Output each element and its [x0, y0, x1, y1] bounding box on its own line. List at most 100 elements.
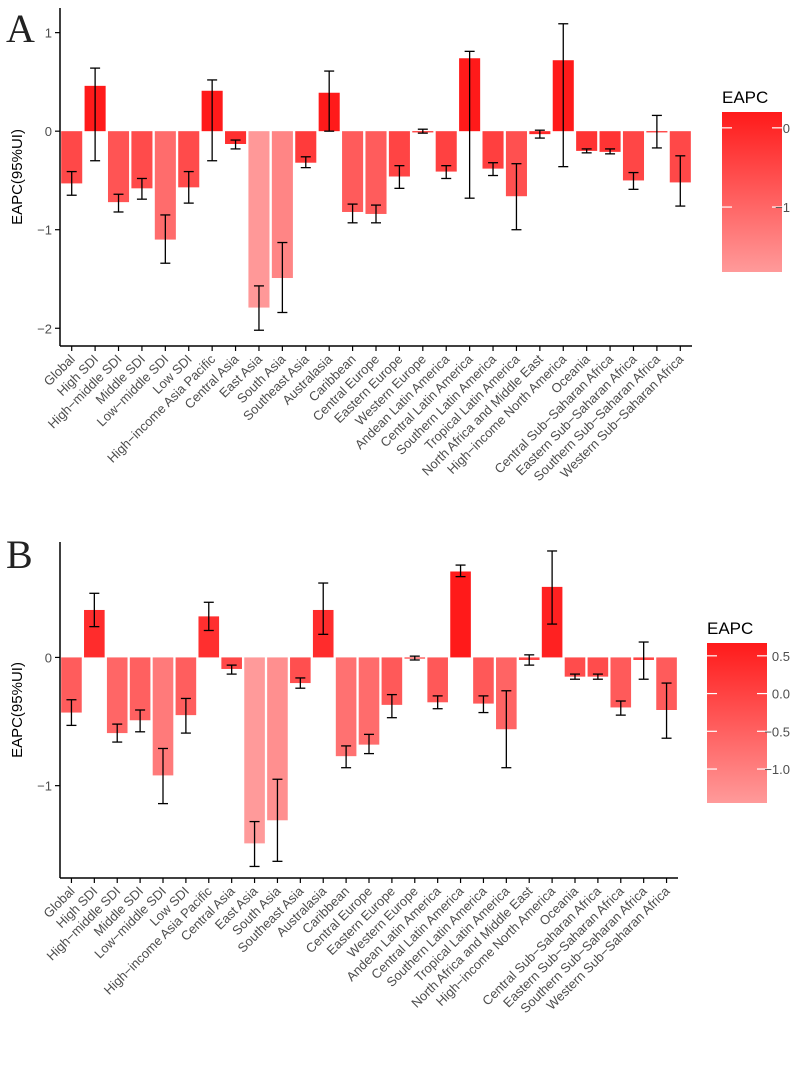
legend-title: EAPC [722, 88, 768, 107]
bar [358, 657, 380, 745]
bar [381, 657, 403, 705]
error-bar [386, 693, 397, 719]
error-bar [394, 165, 405, 189]
error-bar [432, 695, 443, 710]
error-bar [675, 155, 686, 207]
error-bar [113, 193, 124, 213]
error-bar [249, 820, 260, 868]
error-bar [651, 114, 662, 149]
bar [295, 131, 317, 163]
error-bar [511, 163, 522, 231]
y-axis-title: EAPC(95%UI) [9, 662, 26, 758]
error-bar [547, 550, 558, 625]
bar [342, 131, 364, 212]
error-bar [341, 745, 352, 769]
error-bar [66, 170, 77, 196]
bar [198, 616, 220, 658]
error-bar [160, 214, 171, 264]
legend-colorbar [707, 643, 767, 803]
panel-letter: A [6, 6, 35, 51]
error-bar [300, 156, 311, 169]
bar [221, 657, 242, 669]
bar [61, 657, 82, 713]
y-axis-title: EAPC(95%UI) [9, 129, 26, 225]
error-bar [592, 673, 603, 680]
error-bar [455, 564, 466, 578]
error-bar [183, 170, 194, 204]
error-bar [295, 677, 306, 689]
legend-tick-label: −1.0 [764, 762, 790, 777]
bar [576, 131, 598, 151]
bar [61, 131, 83, 184]
bar [129, 657, 151, 721]
error-bar [478, 695, 489, 714]
error-bar [581, 148, 592, 154]
error-bar [207, 79, 218, 162]
error-bar [318, 582, 329, 635]
error-bar [158, 747, 168, 805]
error-bar [558, 23, 569, 168]
legend-title: EAPC [707, 619, 753, 638]
error-bar [488, 162, 499, 177]
error-bar [230, 139, 241, 150]
error-bar [112, 723, 123, 743]
legend-tick-label: 0.0 [772, 687, 790, 702]
error-bar [66, 699, 77, 727]
bar [225, 131, 247, 144]
legend-tick-label: 0.5 [772, 649, 790, 664]
error-bar [135, 709, 146, 733]
error-bar [253, 285, 264, 331]
bar [473, 657, 494, 704]
bar [587, 657, 609, 677]
error-bar [661, 682, 672, 739]
bar [564, 657, 586, 677]
error-bar [89, 592, 100, 628]
error-bar [441, 165, 452, 180]
bar [610, 657, 632, 708]
error-bar [409, 655, 420, 661]
y-tick-label: 1 [45, 26, 52, 41]
bar [244, 657, 265, 844]
legend-tick-label: 0 [783, 121, 790, 136]
error-bar [90, 67, 101, 162]
bar [131, 131, 153, 189]
bar [435, 131, 457, 172]
bar [152, 657, 174, 776]
error-bar [180, 697, 191, 734]
error-bar [417, 128, 428, 134]
error-bar [324, 70, 335, 132]
bar [178, 131, 200, 188]
error-bar [203, 601, 214, 632]
bar [290, 657, 311, 684]
bar [335, 657, 357, 757]
bar [427, 657, 448, 703]
y-tick-label: −1 [37, 779, 52, 794]
y-tick-label: 0 [45, 124, 52, 139]
error-bar [524, 654, 535, 666]
error-bar [136, 177, 147, 200]
bar [84, 609, 105, 658]
error-bar [364, 733, 374, 755]
panel-letter: B [6, 532, 33, 577]
bar [106, 657, 128, 734]
error-bar [534, 129, 545, 139]
error-bar [371, 204, 381, 224]
bar [622, 131, 645, 181]
error-bar [570, 673, 580, 680]
error-bar [272, 778, 283, 862]
bar [365, 131, 387, 214]
error-bar [605, 148, 616, 155]
error-bar [464, 50, 475, 199]
bar [154, 131, 176, 240]
error-bar [501, 690, 512, 769]
legend-tick-label: −0.5 [764, 724, 790, 739]
y-tick-label: 0 [45, 650, 52, 665]
bar [388, 131, 410, 177]
bar [450, 571, 471, 658]
error-bar [226, 664, 237, 675]
bar [107, 131, 130, 203]
y-tick-label: −2 [37, 321, 52, 336]
bar [267, 657, 288, 821]
